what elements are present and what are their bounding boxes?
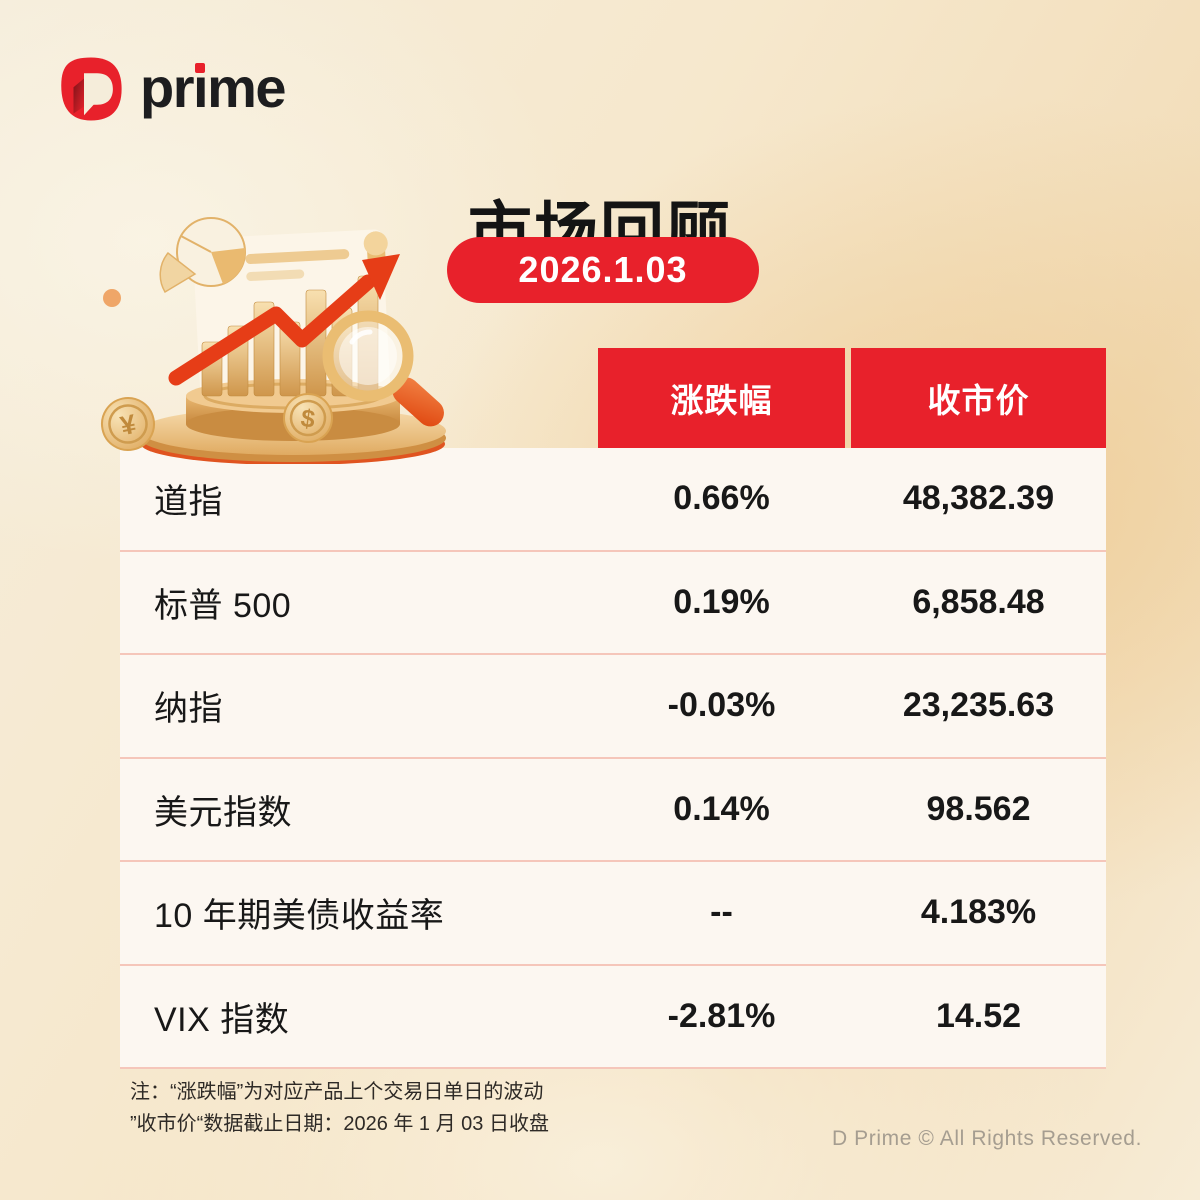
brand-wordmark: prı me: [140, 56, 286, 119]
svg-text:$: $: [299, 404, 317, 434]
coin-dollar-icon: $: [283, 393, 333, 443]
brand-logo: prı me: [56, 54, 286, 124]
brand-i-dot-icon: [195, 63, 206, 73]
brand-wordmark-me: me: [207, 56, 286, 119]
market-table: 涨跌幅 收市价 道指 0.66% 48,382.39 标普 500 0.19% …: [120, 348, 1106, 1069]
footnote-line2: ”收市价“数据截止日期：2026 年 1 月 03 日收盘: [130, 1113, 549, 1136]
brand-wordmark-i: ı: [193, 56, 209, 119]
close-value: 14.52: [935, 996, 1022, 1035]
instrument-name: 标普 500: [154, 586, 292, 625]
instrument-name: 道指: [154, 483, 223, 522]
close-value: 98.562: [926, 789, 1031, 828]
close-value: 23,235.63: [902, 686, 1055, 725]
svg-text:¥: ¥: [118, 409, 139, 441]
copyright: D Prime © All Rights Reserved.: [831, 1127, 1142, 1150]
instrument-name: VIX 指数: [154, 1000, 290, 1039]
column-header-close: 收市价: [851, 348, 1106, 448]
close-value: 48,382.39: [902, 479, 1055, 518]
brand-d-icon: [61, 57, 122, 121]
table-body: 道指 0.66% 48,382.39 标普 500 0.19% 6,858.48…: [120, 448, 1106, 1069]
table-row: 纳指 -0.03% 23,235.63: [120, 655, 1106, 759]
decor-dot-icon: [103, 289, 121, 307]
close-value: 6,858.48: [912, 582, 1045, 621]
close-value: 4.183%: [920, 893, 1037, 932]
instrument-name: 纳指: [154, 690, 223, 729]
instrument-name: 10 年期美债收益率: [154, 897, 445, 936]
change-value: -0.03%: [667, 686, 776, 725]
change-value: 0.14%: [673, 789, 770, 828]
change-value: 0.19%: [673, 582, 770, 621]
table-row: 道指 0.66% 48,382.39: [120, 448, 1106, 552]
change-value: -2.81%: [667, 996, 776, 1035]
magnifier-icon: [322, 310, 444, 427]
table-row: 美元指数 0.14% 98.562: [120, 759, 1106, 862]
table-row: 标普 500 0.19% 6,858.48: [120, 552, 1106, 655]
change-value: 0.66%: [673, 479, 770, 518]
footnote: 注：“涨跌幅”为对应产品上个交易日单日的波动 ”收市价“数据截止日期：2026 …: [130, 1076, 549, 1141]
change-value: --: [710, 893, 733, 932]
table-row: 10 年期美债收益率 -- 4.183%: [120, 862, 1106, 966]
instrument-name: 美元指数: [154, 793, 292, 832]
footnote-line1: 注：“涨跌幅”为对应产品上个交易日单日的波动: [130, 1081, 544, 1103]
date-badge: 2026.1.03: [447, 237, 759, 303]
up-trend-arrow-icon: [168, 254, 400, 386]
table-row: VIX 指数 -2.81% 14.52: [120, 966, 1106, 1069]
market-3d-illustration: ¥ $: [101, 217, 446, 464]
column-header-change: 涨跌幅: [598, 348, 845, 448]
coin-yen-icon: ¥: [101, 397, 155, 451]
brand-wordmark-pr: pr: [140, 56, 195, 119]
pie-chart-icon: [159, 217, 246, 294]
